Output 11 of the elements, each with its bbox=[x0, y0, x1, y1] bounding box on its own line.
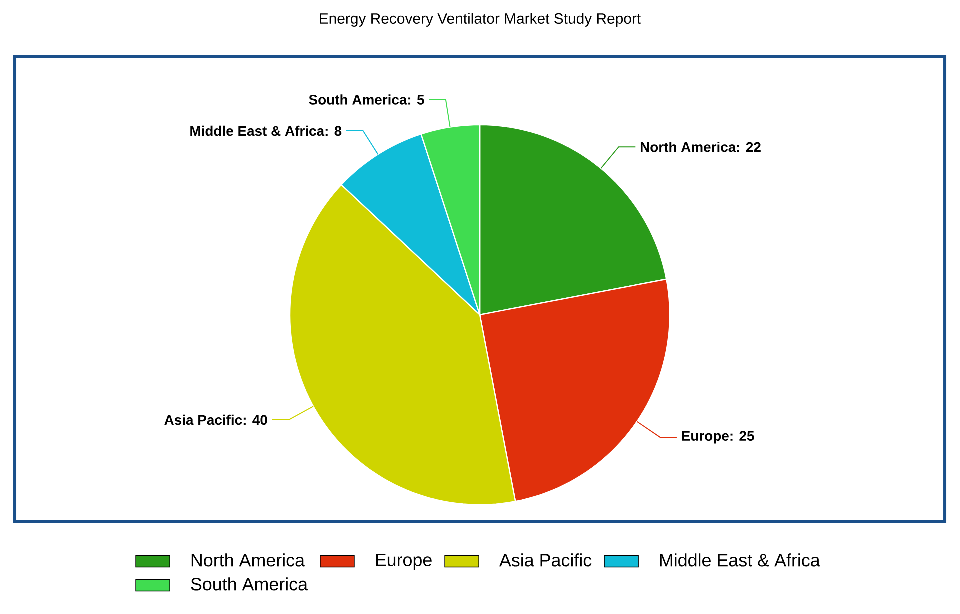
data-label: North America: 22 bbox=[640, 142, 761, 152]
data-label: South America: 5 bbox=[309, 94, 424, 105]
data-label: Middle East & Africa: 8 bbox=[190, 126, 342, 136]
legend-label: Asia Pacific bbox=[499, 554, 592, 567]
legend-label: North America bbox=[192, 554, 306, 567]
chart-title: Energy Recovery Ventilator Market Study Report bbox=[320, 13, 641, 27]
legend-label: South America bbox=[191, 578, 308, 591]
data-label: Europe: 25 bbox=[682, 431, 754, 444]
data-label: Asia Pacific: 40 bbox=[164, 414, 268, 426]
legend-label: Middle East & Africa bbox=[660, 554, 820, 567]
legend-label: Europe bbox=[376, 554, 432, 570]
